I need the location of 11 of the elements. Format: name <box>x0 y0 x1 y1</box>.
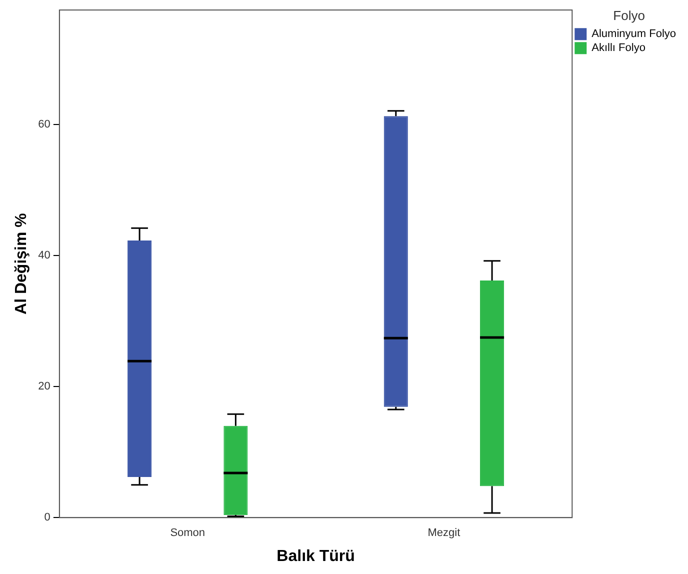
y-tick-label: 40 <box>38 250 50 262</box>
y-axis-title: Al Değişim % <box>13 213 30 314</box>
x-tick-label: Somon <box>170 527 206 540</box>
y-tick-label: 60 <box>38 118 50 131</box>
legend-label: Aluminyum Folyo <box>592 28 676 40</box>
y-tick-label: 0 <box>44 512 50 524</box>
y-tick-label: 20 <box>38 380 50 393</box>
x-axis-title: Balık Türü <box>276 548 355 565</box>
x-tick-label: Mezgit <box>428 527 460 540</box>
legend-label: Akıllı Folyo <box>592 42 646 54</box>
legend-title: Folyo <box>613 8 645 24</box>
